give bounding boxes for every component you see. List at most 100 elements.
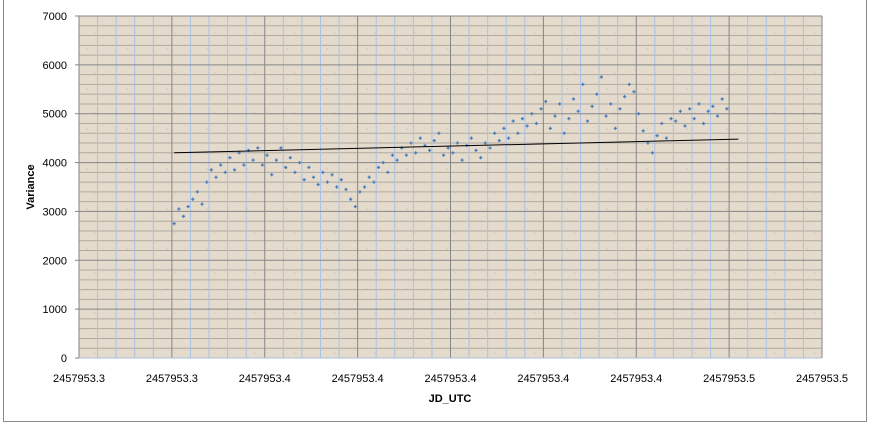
y-tick-label: 2000 xyxy=(43,255,67,267)
data-point xyxy=(274,158,278,162)
data-point xyxy=(386,170,390,174)
data-point xyxy=(325,180,330,184)
data-point xyxy=(284,165,288,170)
data-point xyxy=(205,180,209,184)
data-point xyxy=(321,170,325,174)
data-point xyxy=(562,131,566,135)
data-point xyxy=(483,141,487,145)
data-point xyxy=(451,151,455,155)
data-point xyxy=(428,148,432,152)
data-point xyxy=(181,214,186,218)
data-point xyxy=(265,153,269,157)
y-tick-label: 1000 xyxy=(43,304,67,316)
gridlines xyxy=(78,15,823,359)
linear-trendline xyxy=(174,138,739,154)
data-point xyxy=(446,146,450,150)
data-point xyxy=(279,146,283,150)
data-point xyxy=(177,207,181,211)
data-point xyxy=(641,129,645,133)
data-point xyxy=(576,109,580,113)
y-tick-label: 0 xyxy=(61,353,67,365)
data-point xyxy=(219,163,223,167)
data-point xyxy=(706,109,710,113)
data-point xyxy=(469,136,473,140)
data-point xyxy=(307,165,311,170)
data-point xyxy=(367,175,371,179)
data-point xyxy=(618,107,622,111)
data-point xyxy=(632,90,636,94)
data-point xyxy=(623,95,627,99)
data-point xyxy=(437,131,441,135)
data-point xyxy=(297,160,302,165)
data-point xyxy=(353,204,357,209)
data-point xyxy=(223,170,227,174)
data-point xyxy=(200,202,204,206)
data-point xyxy=(390,153,395,157)
x-tick-label: 2457953.5 xyxy=(703,373,755,385)
data-point xyxy=(613,126,617,130)
data-point xyxy=(474,148,478,152)
data-point xyxy=(335,185,339,189)
data-point xyxy=(701,121,706,126)
data-point xyxy=(172,222,176,226)
data-point xyxy=(441,153,446,157)
data-point xyxy=(311,175,316,179)
data-point xyxy=(725,107,729,111)
data-point xyxy=(581,82,585,86)
x-axis-ticks: 2457953.3 2457953.3 2457953.4 2457953.4 2457… xyxy=(53,373,848,385)
data-point xyxy=(516,131,520,135)
data-point xyxy=(646,141,650,145)
data-point xyxy=(293,170,297,174)
data-point xyxy=(460,158,464,162)
data-point xyxy=(525,124,529,128)
data-point xyxy=(636,112,641,116)
data-point xyxy=(544,99,548,104)
data-point xyxy=(688,107,692,111)
x-tick-label: 2457953.4 xyxy=(332,373,384,385)
data-point xyxy=(195,190,200,194)
data-point xyxy=(497,138,501,143)
data-point xyxy=(697,102,701,106)
data-point xyxy=(655,134,659,138)
x-tick-label: 2457953.3 xyxy=(146,373,198,385)
data-point xyxy=(520,117,525,121)
data-point xyxy=(339,178,343,182)
x-tick-label: 2457953.4 xyxy=(239,373,291,385)
data-point xyxy=(228,156,232,160)
data-point xyxy=(242,163,246,167)
data-point xyxy=(585,119,590,123)
data-point xyxy=(558,102,562,106)
data-point xyxy=(237,151,241,155)
data-point xyxy=(288,156,292,160)
y-tick-label: 7000 xyxy=(43,11,67,23)
data-point xyxy=(251,158,255,162)
data-point xyxy=(711,104,715,108)
data-point xyxy=(627,82,631,86)
data-point xyxy=(191,197,195,201)
x-tick-label: 2457953.4 xyxy=(425,373,477,385)
data-point xyxy=(302,178,306,182)
data-point xyxy=(669,117,673,121)
data-point xyxy=(372,180,376,184)
data-point xyxy=(692,117,696,121)
data-point xyxy=(376,165,381,170)
data-points xyxy=(172,75,729,226)
data-point xyxy=(571,97,576,101)
data-point xyxy=(260,163,265,167)
data-point xyxy=(567,117,571,121)
x-tick-label: 2457953.4 xyxy=(610,373,662,385)
data-point xyxy=(414,151,418,155)
x-tick-label: 2457953.4 xyxy=(517,373,569,385)
y-axis-title: Variance xyxy=(25,164,37,209)
data-point xyxy=(455,141,460,145)
y-tick-label: 4000 xyxy=(43,158,67,170)
data-point xyxy=(256,146,260,150)
data-point xyxy=(214,175,218,179)
trendline xyxy=(174,138,739,154)
data-point xyxy=(530,112,534,116)
data-point xyxy=(548,126,552,130)
data-point xyxy=(479,156,483,160)
data-point xyxy=(715,114,720,118)
data-point xyxy=(358,190,362,194)
